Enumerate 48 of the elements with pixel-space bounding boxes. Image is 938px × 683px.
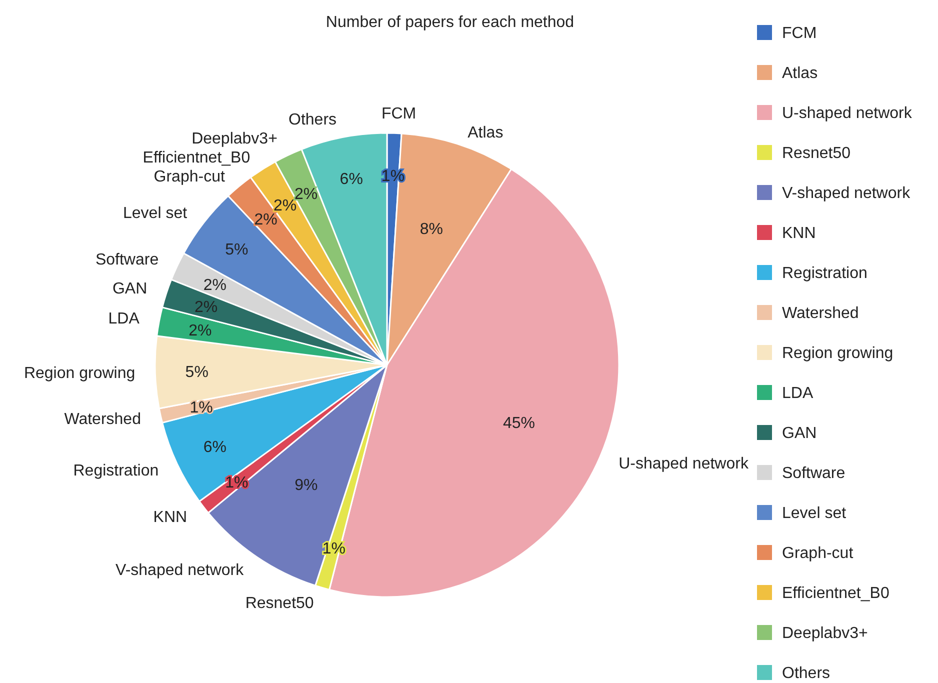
- data-label: 6%: [203, 439, 226, 456]
- legend-label: KNN: [782, 225, 816, 242]
- legend-label: Atlas: [782, 65, 818, 82]
- slice-label: Atlas: [468, 124, 504, 142]
- slice-label: Software: [95, 251, 159, 268]
- slice-label: Efficientnet_B0: [142, 149, 250, 166]
- legend-label: Others: [782, 665, 830, 682]
- legend-label: Watershed: [782, 305, 859, 322]
- legend-label: Resnet50: [782, 145, 851, 162]
- slice-label: U-shaped network: [618, 455, 750, 472]
- legend-label: Registration: [782, 265, 868, 282]
- slice-label: KNN: [153, 509, 188, 526]
- legend-label: GAN: [782, 425, 817, 442]
- slice-label: Graph-cut: [154, 168, 226, 186]
- legend-label: Efficientnet_B0: [782, 585, 890, 602]
- legend-label: Region growing: [782, 345, 894, 362]
- slice-label: Resnet50: [245, 595, 314, 612]
- slice-label: GAN: [112, 280, 148, 298]
- slice-label: Region growing: [24, 364, 136, 382]
- data-label: 2%: [254, 211, 278, 228]
- data-label: 2%: [203, 277, 226, 294]
- data-label: 8%: [420, 221, 444, 238]
- data-label: 2%: [294, 186, 318, 203]
- slice-label: Level set: [122, 205, 188, 222]
- legend-label: Deeplabv3+: [782, 625, 868, 642]
- legend-label: Graph-cut: [782, 545, 854, 562]
- legend-label: LDA: [782, 385, 814, 402]
- slice-label: FCM: [381, 106, 416, 123]
- legend-label: V-shaped network: [782, 185, 912, 202]
- slice-label: LDA: [108, 310, 140, 328]
- data-label: 5%: [225, 241, 248, 258]
- slice-label: Watershed: [64, 411, 141, 428]
- data-label: 9%: [294, 476, 318, 494]
- slice-label: V-shaped network: [116, 562, 245, 580]
- slice-label: Registration: [73, 462, 159, 480]
- data-label: 6%: [340, 171, 363, 188]
- data-label: 2%: [188, 322, 212, 340]
- data-label: 2%: [194, 299, 218, 316]
- slice-label: Others: [288, 111, 337, 128]
- data-label: 45%: [502, 415, 536, 432]
- data-label: 5%: [185, 364, 208, 381]
- data-label: 1%: [190, 400, 213, 416]
- legend-label: U-shaped network: [782, 105, 913, 122]
- legend-label: FCM: [782, 25, 817, 42]
- legend-label: Software: [782, 465, 846, 482]
- legend-label: Level set: [782, 505, 847, 522]
- chart-title: Number of papers for each method: [326, 14, 574, 31]
- slice-label: Deeplabv3+: [192, 130, 278, 148]
